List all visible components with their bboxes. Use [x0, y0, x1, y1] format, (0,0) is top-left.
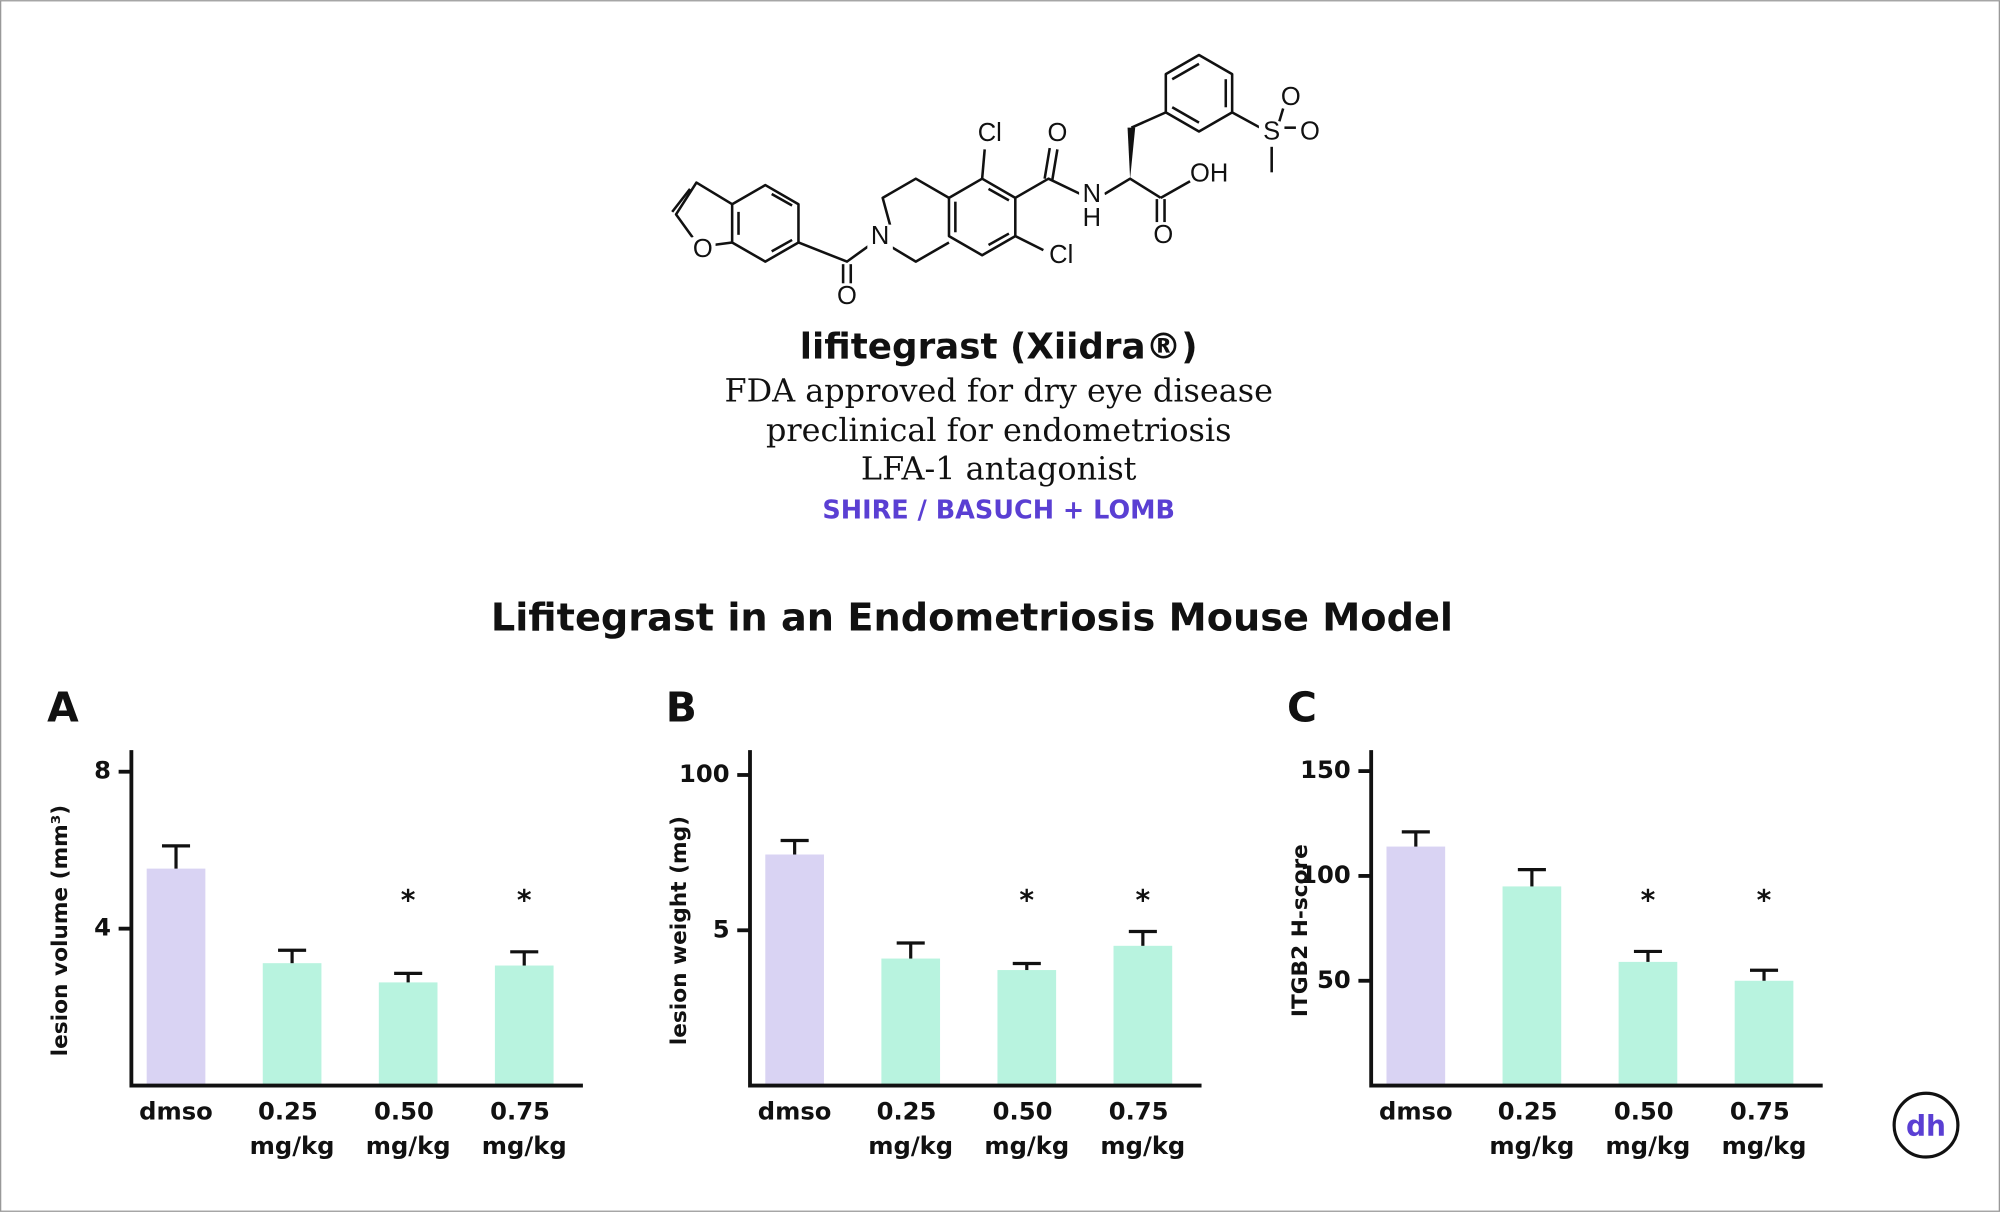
x-tick-label: dmso: [758, 1097, 832, 1125]
atom-label: H: [1083, 204, 1101, 232]
atom-label: N: [1083, 180, 1101, 208]
panel-letter: B: [666, 684, 697, 732]
significance: *: [517, 884, 532, 917]
panel-letter: C: [1287, 684, 1317, 732]
x-tick-label: 0.50 mg/kg: [1606, 1097, 1691, 1159]
bond: [1278, 108, 1285, 122]
bar: [494, 965, 554, 1086]
compound-name: lifitegrast (Xiidra®): [800, 326, 1198, 367]
atom-label: O: [837, 282, 857, 310]
panel-letter: A: [47, 684, 79, 732]
y-tick-label: 5: [713, 915, 730, 943]
y-tick-label: 150: [1300, 756, 1351, 784]
atom-label: Cl: [1049, 241, 1073, 269]
significance: *: [1641, 884, 1656, 917]
y-axis-label: lesion weight (mg): [667, 816, 692, 1045]
atom-mask: [1196, 162, 1222, 188]
atom-mask: [1048, 243, 1074, 270]
atom-mask: [690, 237, 716, 263]
bar: [146, 868, 206, 1086]
atom-label: O: [1153, 221, 1173, 249]
compound-line: LFA-1 antagonist: [861, 449, 1137, 487]
bar: [1113, 945, 1173, 1086]
axes: [1369, 750, 1823, 1088]
atom-label: O: [1281, 83, 1301, 111]
y-tick-label: 100: [679, 760, 730, 788]
atom-mask: [1297, 120, 1323, 146]
companies: SHIRE / BASUCH + LOMB: [822, 496, 1175, 526]
x-tick-label: 0.75 mg/kg: [1100, 1097, 1185, 1159]
atom-mask: [867, 224, 893, 251]
y-tick-label: 8: [94, 757, 111, 785]
x-tick-label: 0.25 mg/kg: [1489, 1097, 1574, 1159]
atom-mask: [834, 284, 860, 311]
axes: [748, 750, 1202, 1088]
logo: dh: [1906, 1110, 1946, 1143]
bar: [262, 963, 322, 1086]
bar: [1502, 886, 1562, 1086]
atom-mask: [977, 121, 1003, 147]
significance: *: [1136, 884, 1151, 917]
x-tick-label: 0.25 mg/kg: [868, 1097, 953, 1159]
compound-line: preclinical for endometriosis: [766, 411, 1231, 449]
atom-mask: [1079, 206, 1105, 233]
significance: *: [1757, 884, 1772, 917]
bar: [765, 854, 824, 1086]
compound-line: FDA approved for dry eye disease: [724, 371, 1273, 409]
bar: [997, 970, 1057, 1086]
logo-circle: [1892, 1091, 1960, 1159]
x-tick-label: dmso: [139, 1097, 213, 1125]
x-tick-label: 0.75 mg/kg: [482, 1097, 567, 1159]
y-axis-label: lesion volume (mm³): [48, 805, 73, 1056]
significance: *: [1019, 884, 1034, 917]
bar: [378, 982, 438, 1086]
atom-label: Cl: [978, 119, 1002, 147]
atom-mask: [1150, 223, 1177, 249]
bar: [1386, 846, 1446, 1086]
atom-label: O: [693, 235, 713, 263]
wedge: [1127, 127, 1136, 179]
atom-mask: [1258, 120, 1285, 146]
x-tick-label: 0.50 mg/kg: [984, 1097, 1069, 1159]
x-tick-label: dmso: [1379, 1097, 1453, 1125]
bar: [1734, 980, 1794, 1086]
atom-mask: [1044, 121, 1071, 147]
x-tick-label: 0.75 mg/kg: [1722, 1097, 1807, 1159]
axes: [129, 750, 583, 1088]
atom-label: S: [1263, 118, 1280, 146]
x-tick-label: 0.25 mg/kg: [250, 1097, 335, 1159]
bar: [1618, 961, 1678, 1086]
atom-label: OH: [1190, 160, 1228, 188]
significance: *: [401, 884, 416, 917]
figure-title: Lifitegrast in an Endometriosis Mouse Mo…: [491, 596, 1453, 641]
bar: [881, 958, 941, 1086]
structure: [671, 53, 1273, 284]
atom-label: O: [1047, 119, 1067, 147]
atom-label: O: [1300, 118, 1320, 146]
y-tick-label: 4: [94, 914, 111, 942]
atom-mask: [1079, 182, 1105, 209]
y-axis-label: ITGB2 H-score: [1288, 844, 1313, 1017]
y-tick-label: 50: [1317, 966, 1351, 994]
atom-mask: [1278, 85, 1304, 112]
y-tick-label: 100: [1300, 861, 1351, 889]
atom-label: N: [871, 222, 889, 250]
x-tick-label: 0.50 mg/kg: [366, 1097, 451, 1159]
